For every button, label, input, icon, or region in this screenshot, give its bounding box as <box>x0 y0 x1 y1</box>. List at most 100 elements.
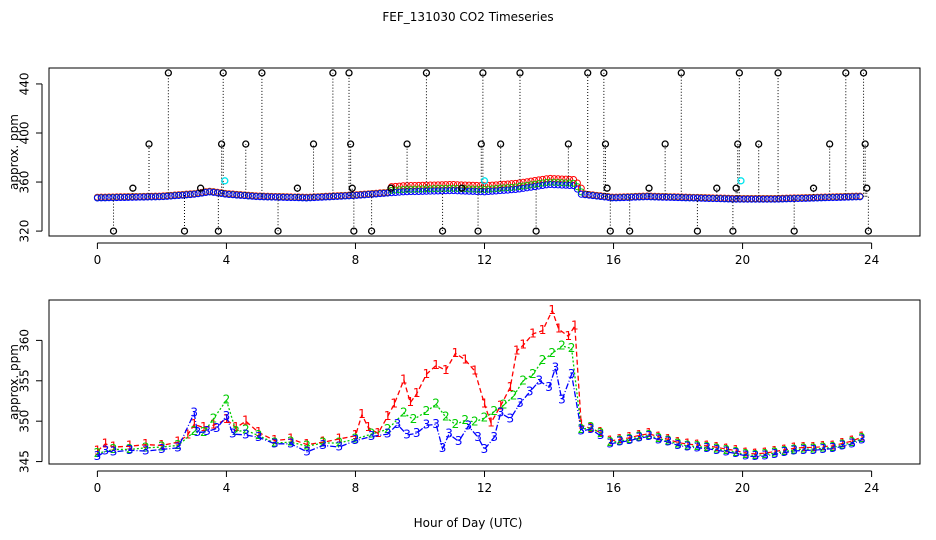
bottom-series-3-marker: 3 <box>497 406 505 420</box>
bottom-series-2-marker: 2 <box>790 442 798 456</box>
panel-bottom-ylabel: approx. ppm <box>7 344 21 420</box>
bottom-series-1-marker: 1 <box>390 397 398 411</box>
top-point-series-3 <box>171 192 179 200</box>
top-point-series-2 <box>422 185 430 193</box>
top-point-series-3 <box>159 193 167 201</box>
top-spike-point <box>196 184 205 192</box>
bottom-series-1-marker: 1 <box>158 438 166 452</box>
bottom-series-3-marker: 3 <box>319 438 327 452</box>
top-point-series-2 <box>438 184 446 192</box>
bottom-series-2-marker: 2 <box>645 428 653 442</box>
top-point-series-3 <box>271 193 279 201</box>
top-point-series-3 <box>326 193 334 201</box>
bottom-series-1-marker: 1 <box>271 433 279 447</box>
bottom-series-3-marker: 3 <box>684 440 692 454</box>
top-point-series-3 <box>566 181 574 189</box>
bottom-series-2-marker: 2 <box>674 437 682 451</box>
top-point-series-2 <box>496 184 504 192</box>
top-point-series-3 <box>182 191 190 199</box>
bottom-series-3-marker: 3 <box>752 449 760 463</box>
bottom-series-1-marker: 1 <box>319 435 327 449</box>
bottom-series-3-marker: 3 <box>481 442 489 456</box>
top-point-series-3 <box>380 189 388 197</box>
bottom-series-1-marker: 1 <box>432 358 440 372</box>
top-spike-point <box>367 227 376 235</box>
bottom-series-1-marker: 1 <box>400 372 408 386</box>
top-spike-point <box>274 227 282 235</box>
bottom-series-3-marker: 3 <box>781 445 789 459</box>
bottom-series-2-marker: 2 <box>461 413 469 427</box>
top-x-tick-label: 16 <box>606 253 621 267</box>
top-point-series-3 <box>802 194 810 202</box>
top-x-tick-label: 20 <box>735 253 750 267</box>
bottom-series-3-marker: 3 <box>455 434 463 448</box>
bottom-series-2-marker: 2 <box>490 404 498 418</box>
top-spike-point <box>217 140 226 148</box>
bottom-series-3-marker: 3 <box>242 427 250 441</box>
top-point-series-3 <box>612 194 620 202</box>
top-point-series-3 <box>775 195 783 203</box>
top-point-series-3 <box>237 191 245 199</box>
top-point-series-3 <box>318 193 326 201</box>
bottom-series-1-marker: 1 <box>497 398 505 412</box>
bottom-series-3-marker: 3 <box>465 419 473 433</box>
top-point-series-3 <box>306 194 314 202</box>
bottom-series-2-marker: 2 <box>210 411 218 425</box>
bottom-series-2-marker: 2 <box>110 442 118 456</box>
bottom-series-3-marker: 3 <box>723 444 731 458</box>
top-point-series-3 <box>837 193 845 201</box>
bottom-series-3-marker: 3 <box>158 442 166 456</box>
bottom-series-1-marker: 1 <box>255 425 263 439</box>
bottom-series-1-marker: 1 <box>548 303 556 317</box>
top-point-series-3 <box>229 191 237 199</box>
top-point-series-3 <box>705 194 713 202</box>
bottom-series-3-marker: 3 <box>577 423 585 437</box>
top-point-series-3 <box>314 193 322 201</box>
top-point-series-3 <box>233 191 241 199</box>
top-point-series-3 <box>782 195 790 203</box>
bottom-y-tick-label: 350 <box>18 410 32 433</box>
top-point-series-3 <box>198 189 206 197</box>
top-point-series-3 <box>341 192 349 200</box>
top-point-series-2 <box>504 184 512 192</box>
top-spike-point <box>864 227 873 235</box>
top-point-series-3 <box>748 195 756 203</box>
top-point-series-2 <box>415 185 423 193</box>
top-point-series-3 <box>279 193 287 201</box>
bottom-series-2-marker: 2 <box>742 447 750 461</box>
bottom-series-2-marker: 2 <box>471 414 479 428</box>
bottom-series-3-marker: 3 <box>616 435 624 449</box>
bottom-series-3-marker: 3 <box>142 444 150 458</box>
top-point-series-3 <box>136 193 144 201</box>
bottom-series-1-marker: 1 <box>703 438 711 452</box>
bottom-series-3-marker: 3 <box>790 444 798 458</box>
top-point-series-3 <box>616 194 624 202</box>
bottom-series-3-marker: 3 <box>587 422 595 436</box>
bottom-series-1-marker: 1 <box>713 440 721 454</box>
top-spike-point <box>387 184 395 192</box>
top-point-series-2 <box>442 184 450 192</box>
top-calibration-point <box>221 177 229 185</box>
bottom-series-3-marker: 3 <box>394 417 402 431</box>
bottom-series-2-marker: 2 <box>126 442 134 456</box>
top-point-series-3 <box>701 194 709 202</box>
top-spike-point <box>180 227 189 235</box>
top-spike-point <box>403 140 411 148</box>
top-x-tick-label: 12 <box>477 253 492 267</box>
top-spike-point <box>732 184 740 192</box>
top-point-series-2 <box>515 183 523 191</box>
top-point-series-3 <box>558 181 566 189</box>
bottom-series-2-marker: 2 <box>190 424 198 438</box>
bottom-series-3-marker: 3 <box>858 432 866 446</box>
top-spike-point <box>516 69 524 77</box>
bottom-series-1-marker: 1 <box>242 414 250 428</box>
top-spike-point <box>479 69 487 77</box>
top-point-series-3 <box>678 194 686 202</box>
bottom-series-2-marker: 2 <box>732 445 740 459</box>
top-point-series-3 <box>852 193 860 201</box>
bottom-series-2-marker: 2 <box>510 389 518 403</box>
top-point-series-3 <box>697 194 705 202</box>
bottom-series-3-marker: 3 <box>271 436 279 450</box>
bottom-series-3-marker: 3 <box>742 448 750 462</box>
